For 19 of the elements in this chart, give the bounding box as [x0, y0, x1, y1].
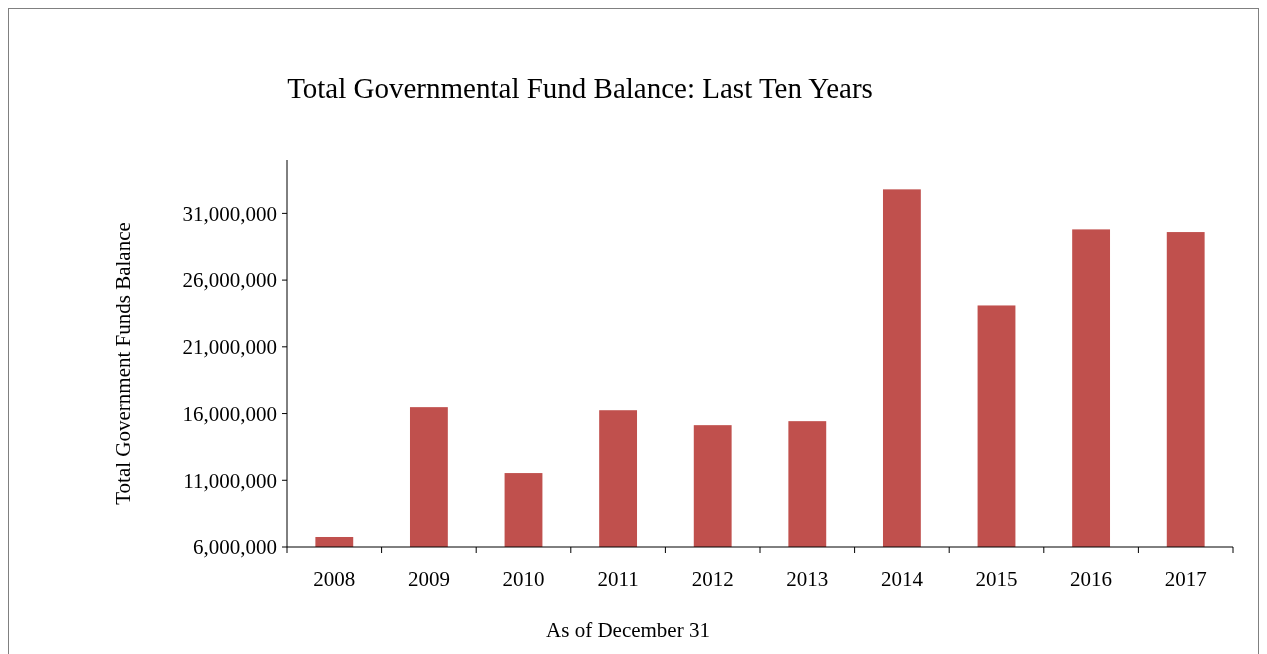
x-tick-label: 2013 — [786, 567, 829, 591]
y-tick-label: 6,000,000 — [193, 535, 277, 560]
y-tick-label: 21,000,000 — [182, 335, 277, 360]
x-tick-label: 2010 — [502, 567, 545, 591]
x-axis-title: As of December 31 — [546, 618, 710, 642]
x-tick-label: 2016 — [1070, 567, 1113, 591]
x-tick-label: 2012 — [691, 567, 734, 591]
x-tick-label: 2014 — [880, 567, 924, 591]
y-tick-label: 16,000,000 — [182, 401, 277, 426]
x-tick-label: 2017 — [1164, 567, 1207, 591]
x-tick-label: 2009 — [407, 567, 450, 591]
y-axis-title: Total Government Funds Balance — [111, 222, 135, 505]
y-tick-label: 26,000,000 — [182, 268, 277, 293]
x-tick-label: 2011 — [597, 567, 639, 591]
y-tick-label: 11,000,000 — [183, 468, 277, 493]
x-tick-label: 2008 — [313, 567, 356, 591]
chart-title: Total Governmental Fund Balance: Last Ten Years — [287, 72, 873, 104]
x-tick-label: 2015 — [975, 567, 1018, 591]
y-tick-label: 31,000,000 — [182, 201, 277, 226]
